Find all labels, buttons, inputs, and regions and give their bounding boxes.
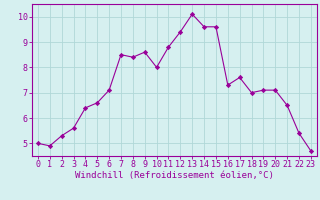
- X-axis label: Windchill (Refroidissement éolien,°C): Windchill (Refroidissement éolien,°C): [75, 171, 274, 180]
